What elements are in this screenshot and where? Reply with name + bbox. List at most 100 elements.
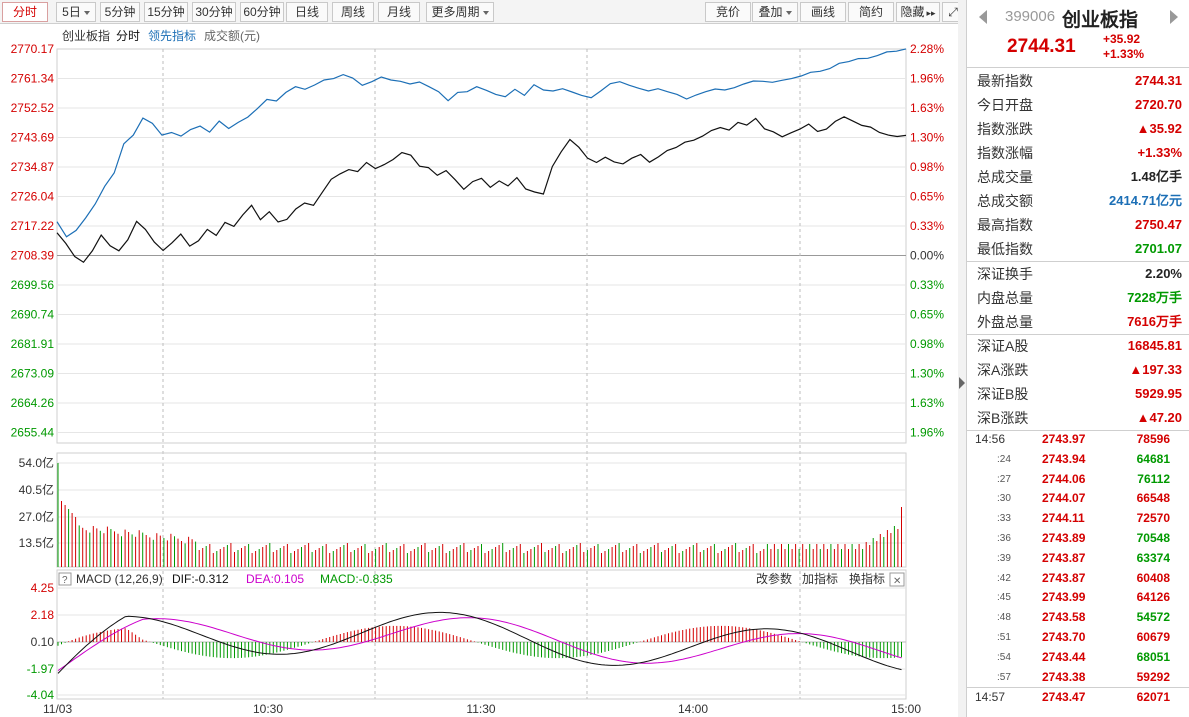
tick-row: :30 2744.07 66548 <box>967 489 1189 509</box>
tab-label: 30分钟 <box>195 5 233 19</box>
tick-row: :24 2743.94 64681 <box>967 450 1189 470</box>
stat-value: 16845.81 <box>1127 338 1182 353</box>
stat-value: 1.48亿手 <box>1130 169 1182 184</box>
macd-dea: DEA:0.105 <box>246 572 304 586</box>
tab-period-3[interactable]: 15分钟 <box>144 2 188 22</box>
current-price: 2744.31 <box>1007 36 1076 57</box>
pct-axis-label: 0.98% <box>910 160 944 174</box>
tick-volume: 68051 <box>1136 649 1170 664</box>
stat-value: 7616万手 <box>1127 314 1182 329</box>
stat-value: 7228万手 <box>1127 290 1182 305</box>
tick-time: :51 <box>997 631 1011 643</box>
pct-axis-label: 0.98% <box>910 337 944 351</box>
toolbar-button-3[interactable]: 简约 <box>848 2 894 22</box>
lead-indicator-line <box>56 48 907 238</box>
change-percent: +1.33% <box>1103 47 1145 61</box>
tick-volume: 62071 <box>1136 690 1170 705</box>
prev-stock-icon[interactable] <box>979 10 987 24</box>
toolbar-button-label: 叠加 <box>758 5 783 19</box>
tick-volume: 59292 <box>1136 669 1170 684</box>
quote-panel: 399006 创业板指 2744.31 +35.92 +1.33% 最新指数 27… <box>966 0 1189 717</box>
price-axis-label: 2681.91 <box>11 337 55 351</box>
tick-row: :54 2743.44 68051 <box>967 648 1189 668</box>
tab-period-1[interactable]: 5日 <box>56 2 96 22</box>
macd-button-1[interactable]: 加指标 <box>802 571 838 586</box>
toolbar-button-label: 简约 <box>858 5 883 19</box>
time-axis-label: 14:00 <box>678 702 708 716</box>
tab-period-6[interactable]: 日线 <box>286 2 328 22</box>
tick-price: 2743.99 <box>1042 590 1086 605</box>
dif-line <box>57 611 902 674</box>
stat-row: 内盘总量 7228万手 <box>967 286 1189 310</box>
pct-axis-label: 0.00% <box>910 249 944 263</box>
tick-time: :48 <box>997 612 1011 624</box>
stat-label: 深A涨跌 <box>977 362 1029 378</box>
stat-label: 外盘总量 <box>977 314 1033 330</box>
tick-price: 2743.47 <box>1042 690 1086 705</box>
tick-row: :45 2743.99 64126 <box>967 588 1189 608</box>
collapse-arrow-icon[interactable] <box>959 377 965 389</box>
tab-period-8[interactable]: 月线 <box>378 2 420 22</box>
tab-label: 60分钟 <box>243 5 281 19</box>
stat-value: 2414.71亿元 <box>1109 193 1182 208</box>
price-axis-label: 2690.74 <box>11 308 55 322</box>
help-icon[interactable] <box>58 572 72 586</box>
change-value: +35.92 <box>1103 32 1141 46</box>
tick-row: :57 2743.38 59292 <box>967 668 1189 688</box>
price-axis-label: 2717.22 <box>11 219 55 233</box>
tab-label: 分时 <box>12 5 37 19</box>
tick-volume: 70548 <box>1136 530 1170 545</box>
macd-axis-label: 0.10 <box>31 635 55 649</box>
time-axis-label: 10:30 <box>253 702 283 716</box>
price-axis-label: 2726.04 <box>11 190 55 204</box>
toolbar-button-1[interactable]: 叠加 <box>752 2 798 22</box>
price-panel-frame <box>56 48 907 444</box>
period-toolbar: 分时 5日 5分钟 15分钟 30分钟 60分钟 日线 周线 月线 更多周期 竞价 叠加 画线 简约 隐藏 ▸… <box>0 0 966 24</box>
stat-value: ▲35.92 <box>1136 121 1182 136</box>
stat-row: 深证A股 16845.81 <box>967 334 1189 358</box>
turnover-stats: 深证换手 2.20% 内盘总量 7228万手 外盘总量 7616万手 <box>967 262 1189 335</box>
stat-label: 指数涨跌 <box>977 121 1033 137</box>
toolbar-button-4[interactable]: 隐藏 ▸▸ <box>896 2 940 22</box>
tab-period-7[interactable]: 周线 <box>332 2 374 22</box>
tick-price: 2743.38 <box>1042 669 1086 684</box>
tab-label: 月线 <box>386 5 411 19</box>
macd-button-2[interactable]: 换指标 <box>849 571 885 586</box>
tick-volume: 60679 <box>1136 629 1170 644</box>
toolbar-button-0[interactable]: 竞价 <box>705 2 751 22</box>
close-icon[interactable] <box>889 572 905 587</box>
next-stock-icon[interactable] <box>1170 10 1178 24</box>
tab-period-4[interactable]: 30分钟 <box>192 2 236 22</box>
tick-price: 2743.87 <box>1042 550 1086 565</box>
macd-value: MACD:-0.835 <box>320 572 393 586</box>
stat-row: 最新指数 2744.31 <box>967 69 1189 93</box>
tab-period-9[interactable]: 更多周期 <box>426 2 494 22</box>
tick-time: :30 <box>997 493 1011 505</box>
volume-axis-label: 27.0亿 <box>19 509 54 524</box>
tab-period-5[interactable]: 60分钟 <box>240 2 284 22</box>
tick-price: 2744.11 <box>1042 511 1085 526</box>
stat-row: 总成交额 2414.71亿元 <box>967 189 1189 213</box>
tick-row: 14:56 2743.97 78596 <box>967 430 1189 450</box>
tick-list: 14:56 2743.97 78596:24 2743.94 64681:27 2744.… <box>967 430 1189 707</box>
tab-period-2[interactable]: 5分钟 <box>100 2 140 22</box>
tick-time: 14:57 <box>975 690 1006 705</box>
macd-button-0[interactable]: 改参数 <box>756 571 792 586</box>
tab-period-0[interactable]: 分时 <box>2 2 48 22</box>
pct-axis-label: 0.65% <box>910 308 944 322</box>
help-icon-glyph: ? <box>62 575 68 586</box>
panel-collapse-bar[interactable] <box>958 0 966 717</box>
macd-axis-label: -4.04 <box>27 688 55 702</box>
tick-volume: 72570 <box>1136 511 1170 526</box>
price-axis-label: 2655.44 <box>11 426 55 440</box>
stat-label: 深B涨跌 <box>977 410 1029 426</box>
dea-line <box>57 617 902 672</box>
stat-label: 总成交额 <box>977 193 1033 209</box>
tick-price: 2743.87 <box>1042 570 1086 585</box>
stat-value: ▲197.33 <box>1129 362 1182 377</box>
price-axis-label: 2752.52 <box>11 101 55 115</box>
toolbar-button-2[interactable]: 画线 <box>800 2 846 22</box>
price-axis-label: 2770.17 <box>11 42 55 56</box>
tick-row: :42 2743.87 60408 <box>967 569 1189 589</box>
tick-time: :39 <box>997 552 1011 564</box>
